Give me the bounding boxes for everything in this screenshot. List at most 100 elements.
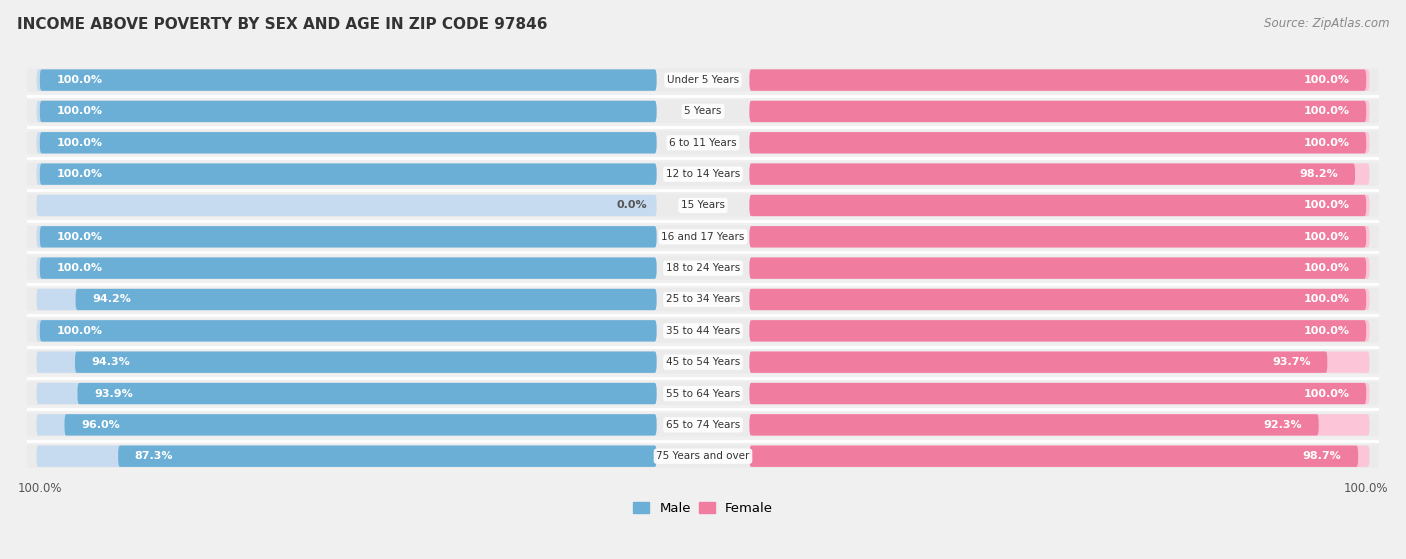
FancyBboxPatch shape [27,194,1379,217]
Text: 18 to 24 Years: 18 to 24 Years [666,263,740,273]
FancyBboxPatch shape [749,289,1367,310]
Text: 35 to 44 Years: 35 to 44 Years [666,326,740,336]
FancyBboxPatch shape [749,69,1367,91]
FancyBboxPatch shape [27,131,1379,154]
Text: 87.3%: 87.3% [135,451,173,461]
FancyBboxPatch shape [749,383,1369,404]
FancyBboxPatch shape [749,289,1369,310]
FancyBboxPatch shape [75,352,657,373]
FancyBboxPatch shape [749,414,1319,435]
FancyBboxPatch shape [37,446,657,467]
FancyBboxPatch shape [27,382,1379,405]
Text: 100.0%: 100.0% [1303,138,1350,148]
FancyBboxPatch shape [37,289,657,310]
Legend: Male, Female: Male, Female [627,496,779,520]
FancyBboxPatch shape [27,350,1379,374]
FancyBboxPatch shape [749,258,1369,279]
FancyBboxPatch shape [37,101,657,122]
Text: 100.0%: 100.0% [1303,232,1350,242]
Text: 45 to 54 Years: 45 to 54 Years [666,357,740,367]
FancyBboxPatch shape [37,69,657,91]
Text: 25 to 34 Years: 25 to 34 Years [666,295,740,305]
Text: 16 and 17 Years: 16 and 17 Years [661,232,745,242]
Text: 0.0%: 0.0% [616,201,647,211]
FancyBboxPatch shape [39,258,657,279]
Text: 65 to 74 Years: 65 to 74 Years [666,420,740,430]
Text: Source: ZipAtlas.com: Source: ZipAtlas.com [1264,17,1389,30]
FancyBboxPatch shape [749,258,1367,279]
FancyBboxPatch shape [37,383,657,404]
FancyBboxPatch shape [27,444,1379,468]
FancyBboxPatch shape [749,352,1327,373]
Text: 96.0%: 96.0% [82,420,120,430]
Text: 100.0%: 100.0% [1303,75,1350,85]
Text: 100.0%: 100.0% [1303,389,1350,399]
Text: 94.3%: 94.3% [91,357,131,367]
Text: Under 5 Years: Under 5 Years [666,75,740,85]
FancyBboxPatch shape [37,132,657,153]
Text: 15 Years: 15 Years [681,201,725,211]
Text: 100.0%: 100.0% [56,106,103,116]
FancyBboxPatch shape [27,100,1379,123]
Text: 100.0%: 100.0% [56,326,103,336]
Text: 92.3%: 92.3% [1264,420,1302,430]
FancyBboxPatch shape [749,446,1358,467]
Text: 93.7%: 93.7% [1272,357,1310,367]
FancyBboxPatch shape [37,320,657,342]
FancyBboxPatch shape [37,226,657,248]
FancyBboxPatch shape [39,226,657,248]
Text: 93.9%: 93.9% [94,389,132,399]
FancyBboxPatch shape [37,258,657,279]
FancyBboxPatch shape [27,163,1379,186]
FancyBboxPatch shape [37,195,657,216]
Text: 94.2%: 94.2% [93,295,131,305]
FancyBboxPatch shape [749,163,1355,185]
Text: 100.0%: 100.0% [56,169,103,179]
FancyBboxPatch shape [118,446,657,467]
FancyBboxPatch shape [27,257,1379,280]
FancyBboxPatch shape [749,163,1369,185]
FancyBboxPatch shape [27,319,1379,343]
Text: 55 to 64 Years: 55 to 64 Years [666,389,740,399]
Text: 100.0%: 100.0% [56,263,103,273]
FancyBboxPatch shape [37,352,657,373]
FancyBboxPatch shape [77,383,657,404]
FancyBboxPatch shape [39,132,657,153]
FancyBboxPatch shape [749,101,1369,122]
Text: 75 Years and over: 75 Years and over [657,451,749,461]
FancyBboxPatch shape [27,225,1379,248]
FancyBboxPatch shape [749,414,1369,435]
FancyBboxPatch shape [749,446,1369,467]
FancyBboxPatch shape [39,69,657,91]
Text: 6 to 11 Years: 6 to 11 Years [669,138,737,148]
FancyBboxPatch shape [749,352,1369,373]
FancyBboxPatch shape [749,226,1367,248]
FancyBboxPatch shape [27,288,1379,311]
FancyBboxPatch shape [39,101,657,122]
FancyBboxPatch shape [27,69,1379,92]
FancyBboxPatch shape [749,320,1369,342]
FancyBboxPatch shape [749,226,1369,248]
FancyBboxPatch shape [749,320,1367,342]
Text: 5 Years: 5 Years [685,106,721,116]
FancyBboxPatch shape [749,132,1369,153]
Text: 100.0%: 100.0% [1303,326,1350,336]
FancyBboxPatch shape [39,163,657,185]
Text: 100.0%: 100.0% [56,75,103,85]
FancyBboxPatch shape [749,132,1367,153]
Text: INCOME ABOVE POVERTY BY SEX AND AGE IN ZIP CODE 97846: INCOME ABOVE POVERTY BY SEX AND AGE IN Z… [17,17,547,32]
FancyBboxPatch shape [749,101,1367,122]
Text: 100.0%: 100.0% [1303,263,1350,273]
FancyBboxPatch shape [37,163,657,185]
FancyBboxPatch shape [749,383,1367,404]
FancyBboxPatch shape [76,289,657,310]
FancyBboxPatch shape [39,320,657,342]
Text: 98.2%: 98.2% [1299,169,1339,179]
Text: 100.0%: 100.0% [56,138,103,148]
FancyBboxPatch shape [749,69,1369,91]
Text: 100.0%: 100.0% [1303,106,1350,116]
Text: 12 to 14 Years: 12 to 14 Years [666,169,740,179]
FancyBboxPatch shape [65,414,657,435]
Text: 100.0%: 100.0% [1303,295,1350,305]
FancyBboxPatch shape [749,195,1369,216]
